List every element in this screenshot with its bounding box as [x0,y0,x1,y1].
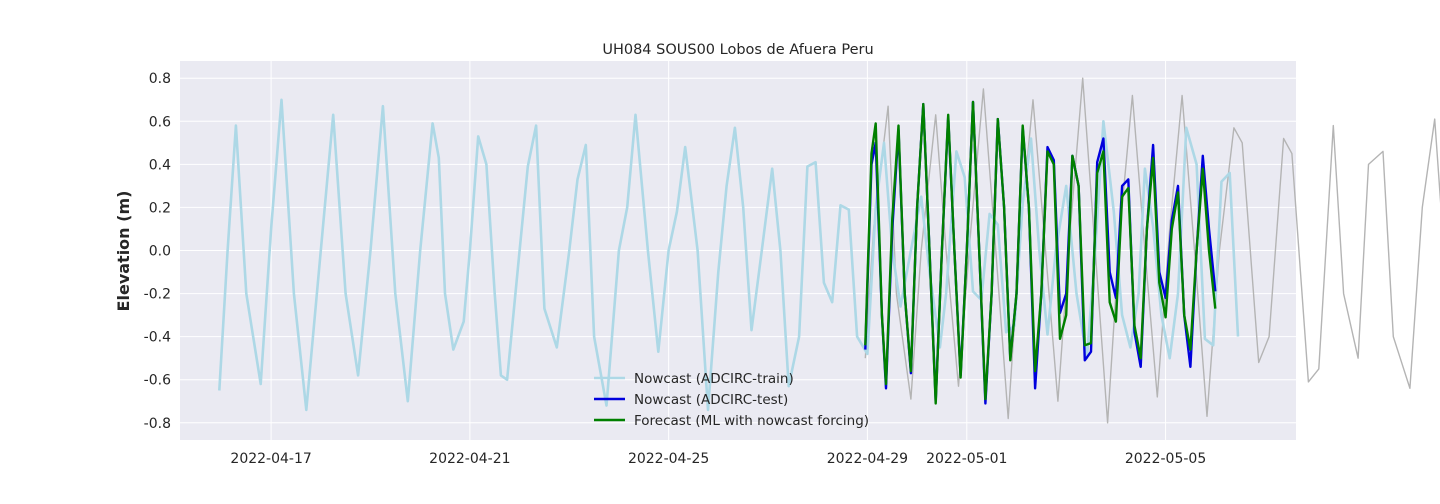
legend-label: Forecast (ML with nowcast forcing) [634,413,869,429]
legend: Nowcast (ADCIRC-train) Nowcast (ADCIRC-te… [594,371,869,429]
x-tick-label: 2022-05-05 [1125,451,1206,467]
series-lines [218,77,1440,424]
y-tick-label: 0.6 [149,114,171,130]
x-tick-label: 2022-04-29 [827,451,908,467]
axes: 2022-04-17 2022-04-21 2022-04-25 2022-04-29… [144,71,1207,467]
y-tick-label: -0.2 [144,287,171,303]
y-tick-label: 0.4 [149,157,171,173]
x-tick-label: 2022-04-25 [628,451,709,467]
y-tick-label: 0.2 [149,200,171,216]
series-line-0 [864,77,1440,424]
series-line-3 [864,100,1217,405]
y-tick-label: -0.4 [144,330,171,346]
legend-label: Nowcast (ADCIRC-train) [634,371,794,387]
x-tick-label: 2022-04-21 [429,451,510,467]
x-tick-label: 2022-04-17 [230,451,311,467]
y-tick-label: 0.0 [149,244,171,260]
y-tick-label: -0.8 [144,416,171,432]
legend-label: Nowcast (ADCIRC-test) [634,392,788,408]
y-tick-label: 0.8 [149,71,171,87]
chart-title: UH084 SOUS00 Lobos de Afuera Peru [602,42,873,58]
y-tick-label: -0.6 [144,373,171,389]
y-axis-label: Elevation (m) [114,191,133,312]
x-tick-label: 2022-05-01 [926,451,1007,467]
